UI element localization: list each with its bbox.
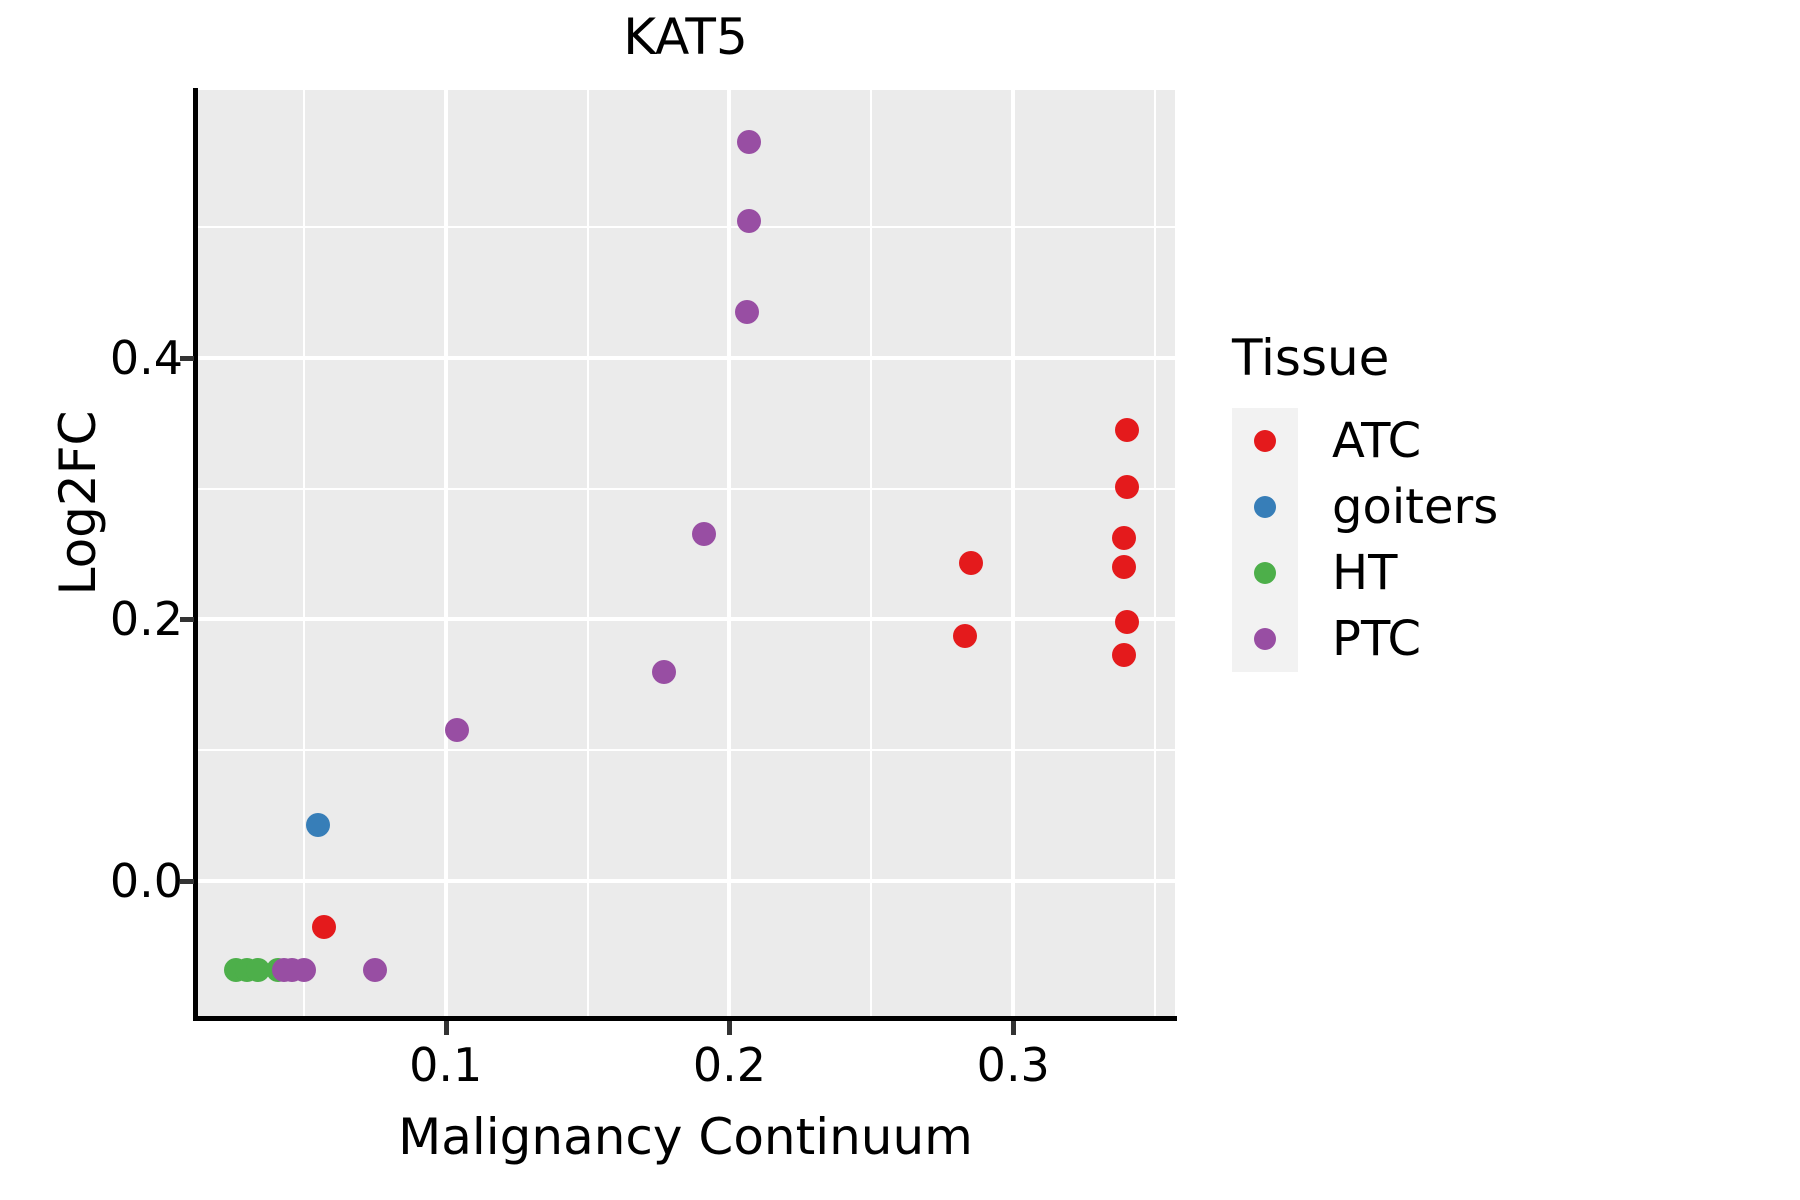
- data-point-ptc: [652, 659, 677, 684]
- y-axis-line: [193, 88, 198, 1020]
- gridline-minor-horizontal: [196, 487, 1175, 490]
- x-axis-tick-label: 0.3: [976, 1038, 1050, 1092]
- legend-key-swatch: [1232, 540, 1298, 606]
- x-axis-line: [193, 1016, 1177, 1021]
- data-point-goiters: [306, 812, 331, 837]
- y-axis-tick: [180, 878, 194, 884]
- x-axis-tick-label: 0.1: [409, 1038, 483, 1092]
- legend-dot-icon: [1254, 562, 1276, 584]
- gridline-major-horizontal: [196, 878, 1175, 883]
- legend-dot-icon: [1254, 430, 1276, 452]
- gridline-minor-vertical: [586, 90, 589, 1018]
- data-point-ptc: [362, 957, 387, 982]
- legend-item-label: goiters: [1332, 479, 1499, 535]
- gridline-minor-vertical: [870, 90, 873, 1018]
- data-point-ptc: [691, 522, 716, 547]
- legend-key-swatch: [1232, 606, 1298, 672]
- legend-items: ATC goiters HT PTC: [1232, 408, 1652, 672]
- legend-item-label: HT: [1332, 545, 1398, 601]
- legend-title: Tissue: [1232, 329, 1390, 387]
- legend-item-label: ATC: [1332, 413, 1422, 469]
- x-axis-tick: [1011, 1021, 1017, 1035]
- plot-panel: [196, 90, 1175, 1018]
- gridline-major-vertical: [443, 90, 448, 1018]
- legend-item-ht[interactable]: HT: [1232, 540, 1652, 606]
- x-axis-tick: [727, 1021, 733, 1035]
- gridline-major-horizontal: [196, 617, 1175, 622]
- x-axis-tick-label: 0.2: [692, 1038, 767, 1092]
- legend: Tissue ATC goiters HT PTC: [1232, 330, 1652, 672]
- y-axis-tick: [180, 355, 194, 361]
- y-axis-tick: [180, 617, 194, 623]
- data-point-atc: [1114, 609, 1139, 634]
- gridline-major-vertical: [1011, 90, 1016, 1018]
- legend-key-swatch: [1232, 474, 1298, 540]
- y-axis-label: Log2FC: [49, 410, 107, 596]
- legend-item-ptc[interactable]: PTC: [1232, 606, 1652, 672]
- y-axis-tick-label: 0.0: [109, 853, 183, 908]
- legend-item-label: PTC: [1332, 611, 1421, 667]
- data-point-ptc: [445, 718, 470, 743]
- y-axis-tick-label: 0.2: [109, 592, 183, 647]
- legend-dot-icon: [1254, 496, 1276, 518]
- gridline-minor-horizontal: [196, 749, 1175, 752]
- data-point-ptc: [737, 130, 762, 155]
- page-title: KAT5: [623, 8, 748, 66]
- legend-item-atc[interactable]: ATC: [1232, 408, 1652, 474]
- legend-item-goiters[interactable]: goiters: [1232, 474, 1652, 540]
- x-axis-tick: [443, 1021, 449, 1035]
- data-point-atc: [1111, 526, 1136, 551]
- data-point-atc: [1111, 555, 1136, 580]
- data-point-atc: [1111, 642, 1136, 667]
- data-point-atc: [953, 624, 977, 649]
- gridline-major-horizontal: [196, 355, 1175, 360]
- gridline-minor-horizontal: [196, 226, 1175, 229]
- gridline-minor-vertical: [302, 90, 305, 1018]
- legend-dot-icon: [1254, 628, 1276, 650]
- legend-key-swatch: [1232, 408, 1298, 474]
- y-axis-tick-label: 0.4: [109, 330, 183, 385]
- data-point-atc: [1114, 417, 1139, 442]
- data-point-ptc: [734, 300, 759, 325]
- data-point-atc: [958, 551, 983, 576]
- data-point-atc: [311, 914, 336, 939]
- data-point-ptc: [737, 208, 762, 233]
- x-axis-label: Malignancy Continuum: [398, 1108, 973, 1166]
- data-point-atc: [1114, 475, 1139, 500]
- data-point-ptc: [291, 957, 316, 982]
- gridline-major-vertical: [727, 90, 732, 1018]
- gridline-minor-vertical: [1154, 90, 1157, 1018]
